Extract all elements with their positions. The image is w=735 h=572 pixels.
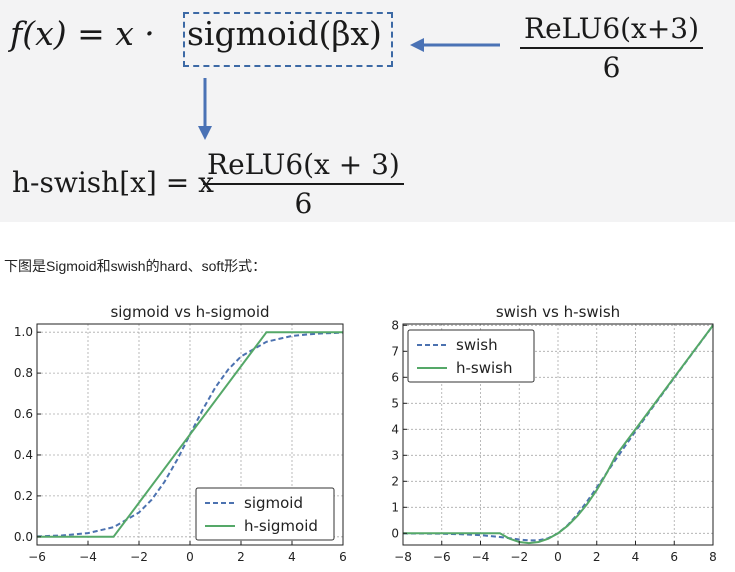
sigmoid-chart: sigmoid vs h-sigmoid −6 −4 −2 0 2 4 6 0.0 0.2 0.4 0… bbox=[14, 303, 347, 564]
sigmoid-expression: sigmoid(βx) bbox=[187, 14, 382, 53]
x-tick-label: −4 bbox=[79, 550, 97, 564]
y-tick-label: 7 bbox=[391, 344, 399, 358]
y-tick-label: 0.2 bbox=[14, 489, 33, 503]
x-tick-label: −6 bbox=[433, 550, 451, 564]
y-tick-label: 0.4 bbox=[14, 448, 33, 462]
series-line-swish bbox=[402, 324, 714, 542]
y-tick-label: 4 bbox=[391, 422, 399, 436]
left-arrow-head-icon bbox=[410, 38, 424, 52]
x-tick-label: −8 bbox=[394, 550, 412, 564]
series-line-h-sigmoid bbox=[37, 331, 343, 538]
legend-label-swish: swish bbox=[456, 336, 498, 354]
x-tick-label: 6 bbox=[339, 550, 347, 564]
y-tick-label: 5 bbox=[391, 396, 399, 410]
y-tick-label: 0.8 bbox=[14, 366, 33, 380]
sigmoid-highlight-box bbox=[183, 12, 393, 67]
y-tick-label: 8 bbox=[391, 318, 399, 332]
hswish-numerator: ReLU6(x + 3) bbox=[203, 148, 404, 185]
x-tick-label: 0 bbox=[554, 550, 562, 564]
x-tick-label: 4 bbox=[288, 550, 296, 564]
x-tick-label: −2 bbox=[510, 550, 528, 564]
hswish-formula-lhs: h-swish[x] = x bbox=[12, 166, 214, 199]
swish-formula-lhs: f(x) = x · bbox=[10, 14, 155, 53]
x-tick-label: 4 bbox=[632, 550, 640, 564]
formula-panel bbox=[0, 0, 735, 222]
x-tick-label: −2 bbox=[130, 550, 148, 564]
y-tick-label: 6 bbox=[391, 370, 399, 384]
x-tick-label: −4 bbox=[472, 550, 490, 564]
formula-arrows bbox=[198, 38, 500, 140]
y-tick-label: 3 bbox=[391, 448, 399, 462]
legend-label-sigmoid: sigmoid bbox=[244, 494, 303, 512]
series-line-h-swish bbox=[403, 324, 714, 545]
x-tick-label: 2 bbox=[593, 550, 601, 564]
relu6-denominator: 6 bbox=[602, 51, 621, 84]
x-tick-label: −6 bbox=[28, 550, 46, 564]
y-tick-label: 0.0 bbox=[14, 530, 33, 544]
relu6-numerator: ReLU6(x+3) bbox=[520, 12, 704, 49]
x-tick-label: 6 bbox=[670, 550, 678, 564]
chart-title: swish vs h-swish bbox=[496, 303, 620, 321]
legend-label-h-sigmoid: h-sigmoid bbox=[244, 517, 318, 535]
down-arrow-head-icon bbox=[198, 126, 212, 140]
x-tick-label: 2 bbox=[237, 550, 245, 564]
y-tick-label: 1 bbox=[391, 500, 399, 514]
swish-chart: swish vs h-swish −8 −6 −4 −2 0 2 4 6 8 0 1 2 3 4 5 6 7 8 sw… bbox=[391, 303, 717, 564]
x-tick-label: 0 bbox=[186, 550, 194, 564]
y-tick-label: 2 bbox=[391, 474, 399, 488]
hswish-fraction: ReLU6(x + 3) 6 bbox=[203, 148, 404, 220]
legend-label-h-swish: h-swish bbox=[456, 359, 513, 377]
relu6-fraction: ReLU6(x+3) 6 bbox=[520, 12, 704, 84]
x-tick-label: 8 bbox=[709, 550, 717, 564]
y-tick-label: 0 bbox=[391, 526, 399, 540]
y-tick-label: 0.6 bbox=[14, 407, 33, 421]
y-tick-label: 1.0 bbox=[14, 325, 33, 339]
chart-title: sigmoid vs h-sigmoid bbox=[110, 303, 269, 321]
caption-text: 下图是Sigmoid和swish的hard、soft形式： bbox=[4, 258, 267, 274]
hswish-denominator: 6 bbox=[294, 187, 313, 220]
